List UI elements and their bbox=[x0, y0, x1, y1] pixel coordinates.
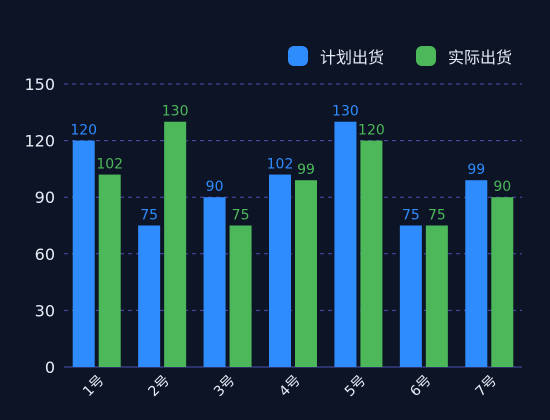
bar-actual[interactable] bbox=[491, 197, 514, 367]
data-label-actual: 130 bbox=[162, 104, 189, 120]
x-tick-label: 1号 bbox=[80, 372, 108, 400]
x-tick-label: 3号 bbox=[211, 372, 239, 400]
legend-item-planned[interactable]: 计划出货 bbox=[287, 44, 384, 68]
bar-actual[interactable] bbox=[425, 225, 448, 368]
legend-swatch-actual bbox=[415, 46, 436, 66]
bar-actual[interactable] bbox=[360, 140, 383, 367]
data-label-planned: 99 bbox=[467, 162, 485, 178]
y-tick-label: 120 bbox=[24, 132, 55, 151]
data-label-actual: 102 bbox=[96, 157, 123, 173]
bar-actual[interactable] bbox=[164, 121, 187, 367]
x-tick-label: 7号 bbox=[473, 372, 501, 400]
data-label-actual: 90 bbox=[493, 179, 511, 195]
data-label-actual: 120 bbox=[358, 123, 385, 139]
bar-planned[interactable] bbox=[138, 225, 161, 368]
x-tick-label: 4号 bbox=[276, 372, 304, 400]
y-tick-label: 0 bbox=[45, 358, 55, 377]
legend: 计划出货 实际出货 bbox=[287, 44, 512, 68]
legend-item-actual[interactable]: 实际出货 bbox=[415, 44, 512, 68]
legend-label-planned: 计划出货 bbox=[319, 48, 384, 67]
bar-planned[interactable] bbox=[269, 174, 291, 367]
y-tick-label: 30 bbox=[35, 301, 55, 320]
x-tick-label: 2号 bbox=[146, 372, 174, 400]
data-label-actual: 75 bbox=[232, 208, 250, 224]
data-label-planned: 120 bbox=[70, 123, 97, 139]
bar-planned[interactable] bbox=[203, 197, 226, 367]
bar-planned[interactable] bbox=[334, 121, 357, 367]
x-tick-label: 6号 bbox=[407, 372, 435, 400]
data-label-actual: 75 bbox=[428, 208, 446, 224]
data-label-planned: 130 bbox=[332, 104, 359, 120]
data-label-planned: 90 bbox=[206, 179, 224, 195]
bar-planned[interactable] bbox=[72, 140, 95, 367]
y-tick-label: 90 bbox=[35, 188, 55, 207]
data-label-planned: 102 bbox=[267, 157, 294, 173]
bar-actual[interactable] bbox=[229, 225, 252, 368]
y-tick-label: 60 bbox=[35, 245, 55, 264]
data-label-planned: 75 bbox=[140, 208, 158, 224]
bar-actual[interactable] bbox=[98, 174, 121, 367]
bar-planned[interactable] bbox=[465, 180, 488, 367]
legend-swatch-planned bbox=[287, 46, 308, 66]
bar-planned[interactable] bbox=[399, 225, 422, 368]
data-label-actual: 99 bbox=[297, 162, 315, 178]
legend-label-actual: 实际出货 bbox=[447, 48, 512, 67]
x-tick-label: 5号 bbox=[342, 372, 370, 400]
bar-actual[interactable] bbox=[295, 180, 317, 367]
data-label-planned: 75 bbox=[402, 208, 420, 224]
y-tick-label: 150 bbox=[24, 75, 55, 94]
